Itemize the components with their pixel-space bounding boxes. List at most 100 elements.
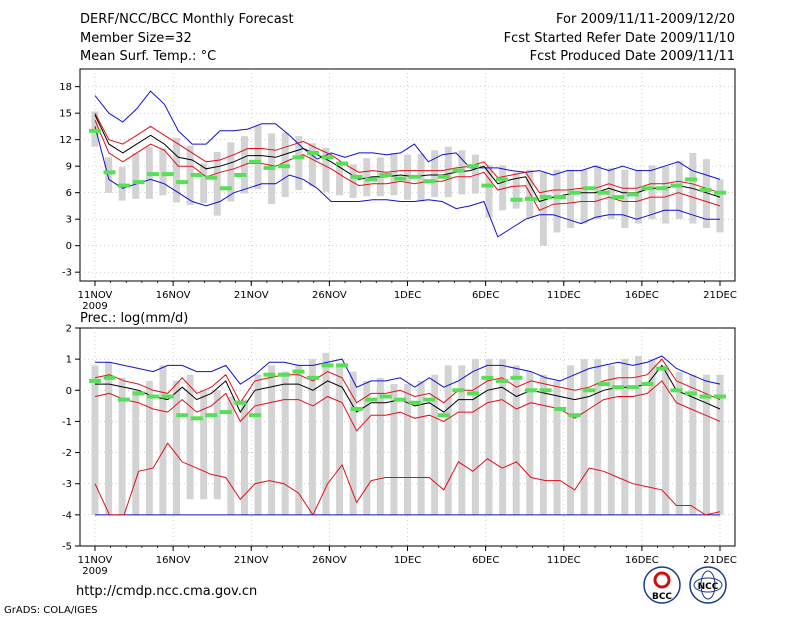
observation-marker (277, 164, 290, 169)
observation-marker (321, 155, 334, 160)
x-tick-label: 6DEC (472, 290, 499, 301)
observation-marker (394, 176, 407, 181)
ensemble-box (349, 371, 357, 515)
x-tick-label: 16DEC (625, 555, 659, 566)
ensemble-box (268, 365, 276, 515)
ensemble-box (349, 164, 357, 198)
observation-marker (161, 172, 174, 177)
observation-marker (641, 186, 654, 191)
observation-marker (307, 375, 320, 380)
observation-marker (466, 164, 479, 169)
x-tick-label: 1DEC (394, 290, 421, 301)
observation-marker (495, 378, 508, 383)
ensemble-box (132, 390, 140, 515)
precip-title: Prec.: log(mm/d) (80, 311, 188, 326)
outer-low-line (94, 126, 720, 238)
observation-marker (699, 188, 712, 193)
ensemble-box (308, 359, 316, 515)
ensemble-box (132, 152, 140, 199)
ensemble-box (675, 160, 683, 220)
observation-marker (525, 196, 538, 201)
observation-marker (118, 183, 131, 188)
ensemble-box (322, 147, 330, 192)
ensemble-box (295, 365, 303, 515)
observation-marker (147, 172, 160, 177)
ensemble-box (607, 167, 615, 220)
x-tick-label: 16NOV (156, 290, 191, 301)
y-tick-label: -1 (62, 417, 72, 428)
observation-marker (539, 388, 552, 393)
inner-low-line (94, 380, 721, 432)
x-tick-label: 16DEC (625, 290, 659, 301)
ensemble-box (336, 161, 344, 196)
footer-url[interactable]: http://cmdp.ncc.cma.gov.cn (76, 584, 257, 599)
observation-marker (655, 186, 668, 191)
ensemble-box (512, 365, 520, 515)
ensemble-box (567, 169, 575, 228)
ensemble-box (227, 142, 235, 202)
bcc-logo: BCC (643, 566, 681, 604)
ncc-logo-label: NCC (698, 582, 719, 592)
ensemble-box (254, 125, 262, 190)
ncc-logo-ring (689, 566, 727, 604)
observation-marker (655, 366, 668, 371)
observation-marker (118, 397, 131, 402)
ensemble-box (91, 365, 99, 515)
observation-marker (452, 168, 465, 173)
ensemble-box (308, 143, 316, 187)
ensemble-box (580, 359, 588, 515)
header-period: For 2009/11/11-2009/12/20 (556, 12, 735, 27)
observation-marker (103, 170, 116, 175)
ensemble-box (662, 166, 670, 224)
observation-marker (365, 397, 378, 402)
ensemble-box (485, 359, 493, 515)
observation-marker (336, 363, 349, 368)
ensemble-box (322, 352, 330, 515)
ensemble-box (186, 374, 194, 500)
observation-marker (583, 388, 596, 393)
x-tick-label: 21NOV (234, 555, 269, 566)
observation-marker (568, 413, 581, 418)
observation-marker (408, 400, 421, 405)
y-tick-label: -4 (62, 510, 72, 521)
ensemble-box (675, 371, 683, 515)
ensemble-box (621, 359, 629, 515)
ensemble-box (213, 390, 221, 500)
observation-marker (583, 186, 596, 191)
observation-marker (423, 397, 436, 402)
ensemble-box (553, 380, 561, 515)
x-tick-label: 21NOV (234, 290, 269, 301)
x-tick-label: 26NOV (312, 290, 347, 301)
x-year-label: 2009 (82, 566, 107, 577)
observation-marker (481, 375, 494, 380)
y-tick-label: 3 (66, 215, 72, 226)
ensemble-box (526, 371, 534, 515)
ensemble-box (254, 374, 262, 515)
observation-marker (350, 406, 363, 411)
observation-marker (365, 177, 378, 182)
y-tick-label: 18 (59, 82, 72, 93)
ensemble-box (662, 365, 670, 515)
observation-marker (219, 410, 232, 415)
observation-marker (350, 174, 363, 179)
observation-marker (321, 363, 334, 368)
ensemble-box (363, 158, 371, 197)
ensemble-box (173, 137, 181, 203)
x-tick-label: 11NOV (78, 555, 113, 566)
observation-marker (554, 406, 567, 411)
ensemble-box (634, 356, 642, 515)
ensemble-box (363, 380, 371, 515)
observation-marker (394, 397, 407, 402)
ensemble-box (648, 165, 656, 220)
ensemble-box (580, 169, 588, 224)
observation-marker (612, 195, 625, 200)
ensemble-box (173, 380, 181, 515)
observation-marker (205, 413, 218, 418)
ensemble-box (702, 159, 710, 228)
ensemble-box (200, 390, 208, 500)
ensemble-box (200, 163, 208, 204)
observation-marker (481, 183, 494, 188)
observation-marker (699, 394, 712, 399)
